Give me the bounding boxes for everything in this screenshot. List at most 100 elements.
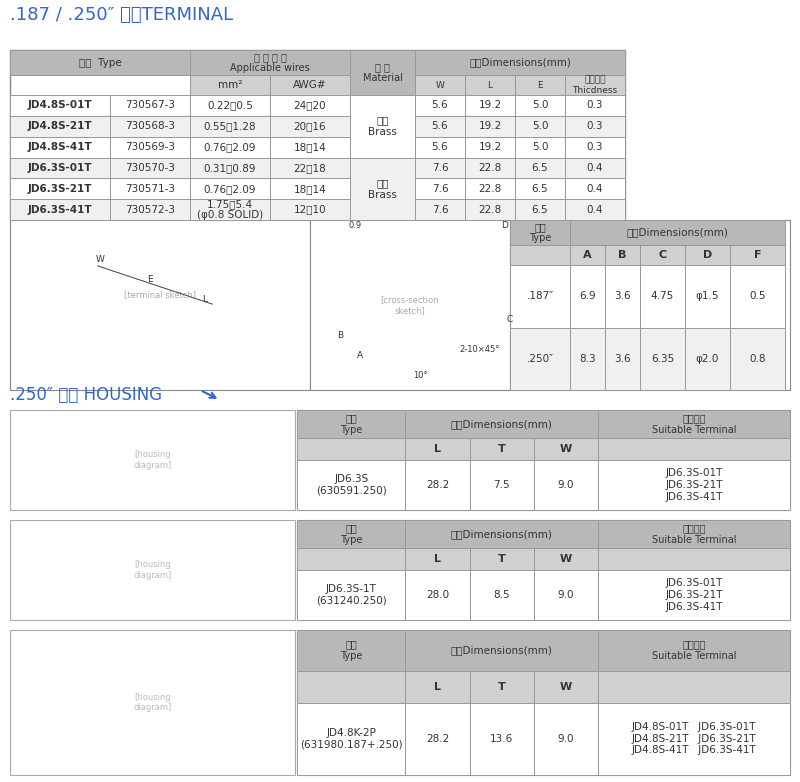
Text: JD4.8S-01T   JD6.3S-01T
JD4.8S-21T   JD6.3S-21T
JD4.8S-41T   JD6.3S-41T: JD4.8S-01T JD6.3S-01T JD4.8S-21T JD6.3S-… <box>631 722 756 755</box>
Text: JD6.3S-01T: JD6.3S-01T <box>28 163 92 173</box>
Bar <box>605 265 640 328</box>
Bar <box>570 328 605 390</box>
Bar <box>510 265 570 328</box>
Text: 28.2: 28.2 <box>426 734 449 744</box>
Bar <box>190 50 350 75</box>
Bar <box>190 116 270 137</box>
Bar <box>297 438 406 460</box>
Bar <box>565 116 625 137</box>
Bar <box>415 50 625 75</box>
Bar <box>415 75 465 95</box>
Bar <box>565 95 625 116</box>
Text: 6.9: 6.9 <box>579 291 596 301</box>
Text: 5.6: 5.6 <box>432 100 448 110</box>
Bar <box>470 460 534 510</box>
Bar <box>10 178 110 199</box>
Bar <box>297 410 406 438</box>
Bar <box>465 137 515 157</box>
Text: JD4.8S-01T: JD4.8S-01T <box>28 100 92 110</box>
Text: 5.6: 5.6 <box>432 121 448 131</box>
Bar <box>534 438 598 460</box>
Bar <box>297 570 406 620</box>
Text: 材 料
Material: 材 料 Material <box>362 62 402 84</box>
Text: L: L <box>434 682 441 691</box>
Text: W: W <box>435 81 445 89</box>
Text: 尺寸Dimensions(mm): 尺寸Dimensions(mm) <box>469 58 571 67</box>
Bar <box>510 245 570 265</box>
Text: .187″: .187″ <box>526 291 554 301</box>
Text: 0.55～1.28: 0.55～1.28 <box>204 121 256 131</box>
Bar <box>515 116 565 137</box>
Bar <box>415 157 465 178</box>
Bar <box>598 520 790 548</box>
Text: 730571-3: 730571-3 <box>125 184 175 194</box>
Bar <box>565 137 625 157</box>
Text: 0.76～2.09: 0.76～2.09 <box>204 142 256 152</box>
Text: D: D <box>703 250 712 260</box>
Bar <box>510 220 570 245</box>
Bar <box>10 50 625 220</box>
Bar <box>270 157 350 178</box>
Text: T: T <box>498 554 506 564</box>
Text: 型号
Type: 型号 Type <box>529 222 551 243</box>
Text: 7.5: 7.5 <box>494 480 510 490</box>
Text: φ1.5: φ1.5 <box>696 291 719 301</box>
Text: 730568-3: 730568-3 <box>125 121 175 131</box>
Text: 7.6: 7.6 <box>432 163 448 173</box>
Bar <box>10 199 110 220</box>
Text: 3.6: 3.6 <box>614 291 631 301</box>
Bar <box>685 328 730 390</box>
Text: 20～16: 20～16 <box>294 121 326 131</box>
Bar <box>598 460 790 510</box>
Text: 3.6: 3.6 <box>614 353 631 364</box>
Text: 8.3: 8.3 <box>579 353 596 364</box>
Bar <box>406 570 470 620</box>
Bar <box>465 95 515 116</box>
Text: 9.0: 9.0 <box>558 734 574 744</box>
Bar <box>297 460 406 510</box>
Text: 适配端子
Suitable Terminal: 适配端子 Suitable Terminal <box>652 413 736 435</box>
Text: L: L <box>487 81 493 89</box>
Text: 型号
Type: 型号 Type <box>340 640 362 661</box>
Text: 黄铜
Brass: 黄铜 Brass <box>368 178 397 199</box>
Text: B: B <box>337 331 343 339</box>
Text: JD4.8S-41T: JD4.8S-41T <box>28 142 92 152</box>
Bar <box>270 137 350 157</box>
Bar <box>515 178 565 199</box>
Bar <box>598 702 790 775</box>
Bar <box>515 199 565 220</box>
Text: A: A <box>583 250 592 260</box>
Text: 5.6: 5.6 <box>432 142 448 152</box>
Text: 尺寸Dimensions(mm): 尺寸Dimensions(mm) <box>450 645 553 655</box>
Bar <box>190 95 270 116</box>
Text: 0.76～2.09: 0.76～2.09 <box>204 184 256 194</box>
Bar <box>270 95 350 116</box>
Text: 尺寸Dimensions(mm): 尺寸Dimensions(mm) <box>450 419 553 429</box>
Bar <box>10 137 110 157</box>
Text: E: E <box>537 81 543 89</box>
Bar <box>297 520 790 620</box>
Bar <box>565 199 625 220</box>
Bar <box>534 671 598 702</box>
Text: 6.5: 6.5 <box>532 205 548 214</box>
Bar <box>10 50 190 75</box>
Text: 18～14: 18～14 <box>294 184 326 194</box>
Bar <box>190 199 270 220</box>
Bar <box>350 95 415 157</box>
Bar <box>534 570 598 620</box>
Bar <box>190 178 270 199</box>
Bar <box>510 220 790 390</box>
Text: W: W <box>95 256 105 264</box>
Bar <box>110 178 190 199</box>
Text: 6.5: 6.5 <box>532 184 548 194</box>
Bar <box>565 75 625 95</box>
Bar <box>415 199 465 220</box>
Text: [housing
diagram]: [housing diagram] <box>134 693 172 712</box>
Text: 0.22～0.5: 0.22～0.5 <box>207 100 253 110</box>
Text: 0.3: 0.3 <box>586 100 603 110</box>
Text: 730570-3: 730570-3 <box>125 163 175 173</box>
Bar <box>310 220 510 390</box>
Bar <box>190 75 270 95</box>
Bar <box>470 570 534 620</box>
Bar <box>640 328 685 390</box>
